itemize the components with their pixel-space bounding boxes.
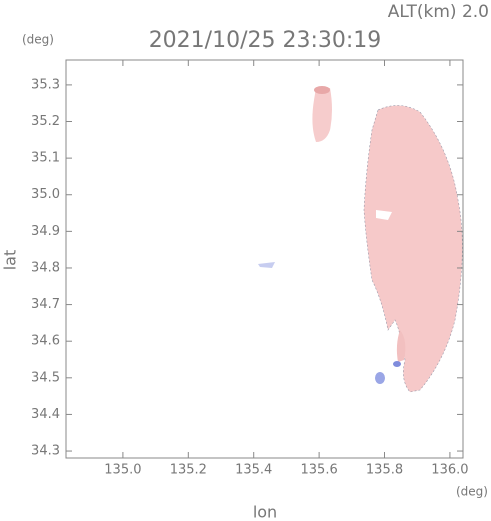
x-tick-label: 135.4 xyxy=(235,463,272,478)
x-unit: (deg) xyxy=(456,485,488,499)
chart-title: 2021/10/25 23:30:19 xyxy=(149,28,382,53)
echo-blob xyxy=(396,330,406,362)
x-tick-label: 135.8 xyxy=(366,463,403,478)
x-tick-label: 135.0 xyxy=(104,463,141,478)
y-tick-label: 34.4 xyxy=(31,407,60,422)
y-tick-label: 34.3 xyxy=(31,444,60,459)
echo-hole xyxy=(376,210,392,220)
echo-field xyxy=(258,86,463,393)
x-tick-label: 136.0 xyxy=(431,463,468,478)
y-tick-label: 34.9 xyxy=(31,224,60,239)
y-tick-label: 35.0 xyxy=(31,187,60,202)
y-unit: (deg) xyxy=(22,33,54,47)
y-tick-label: 34.6 xyxy=(31,334,60,349)
y-axis-label: lat xyxy=(1,250,20,271)
echo-blob xyxy=(312,88,332,142)
y-tick-label: 35.2 xyxy=(31,114,60,129)
y-tick-label: 35.1 xyxy=(31,151,60,166)
x-tick-label: 135.6 xyxy=(301,463,338,478)
echo-blob xyxy=(314,86,330,94)
y-tick-label: 34.7 xyxy=(31,297,60,312)
y-tick-label: 35.3 xyxy=(31,77,60,92)
x-axis-label: lon xyxy=(253,503,277,521)
echo-blob xyxy=(393,361,401,367)
echo-blob xyxy=(375,372,385,384)
altitude-label: ALT(km) 2.0 xyxy=(388,2,489,22)
y-tick-label: 34.8 xyxy=(31,260,60,275)
echo-blob xyxy=(258,262,275,268)
plot-frame xyxy=(65,59,464,459)
x-tick-label: 135.2 xyxy=(170,463,207,478)
y-tick-label: 34.5 xyxy=(31,370,60,385)
echo-blob xyxy=(363,105,463,393)
